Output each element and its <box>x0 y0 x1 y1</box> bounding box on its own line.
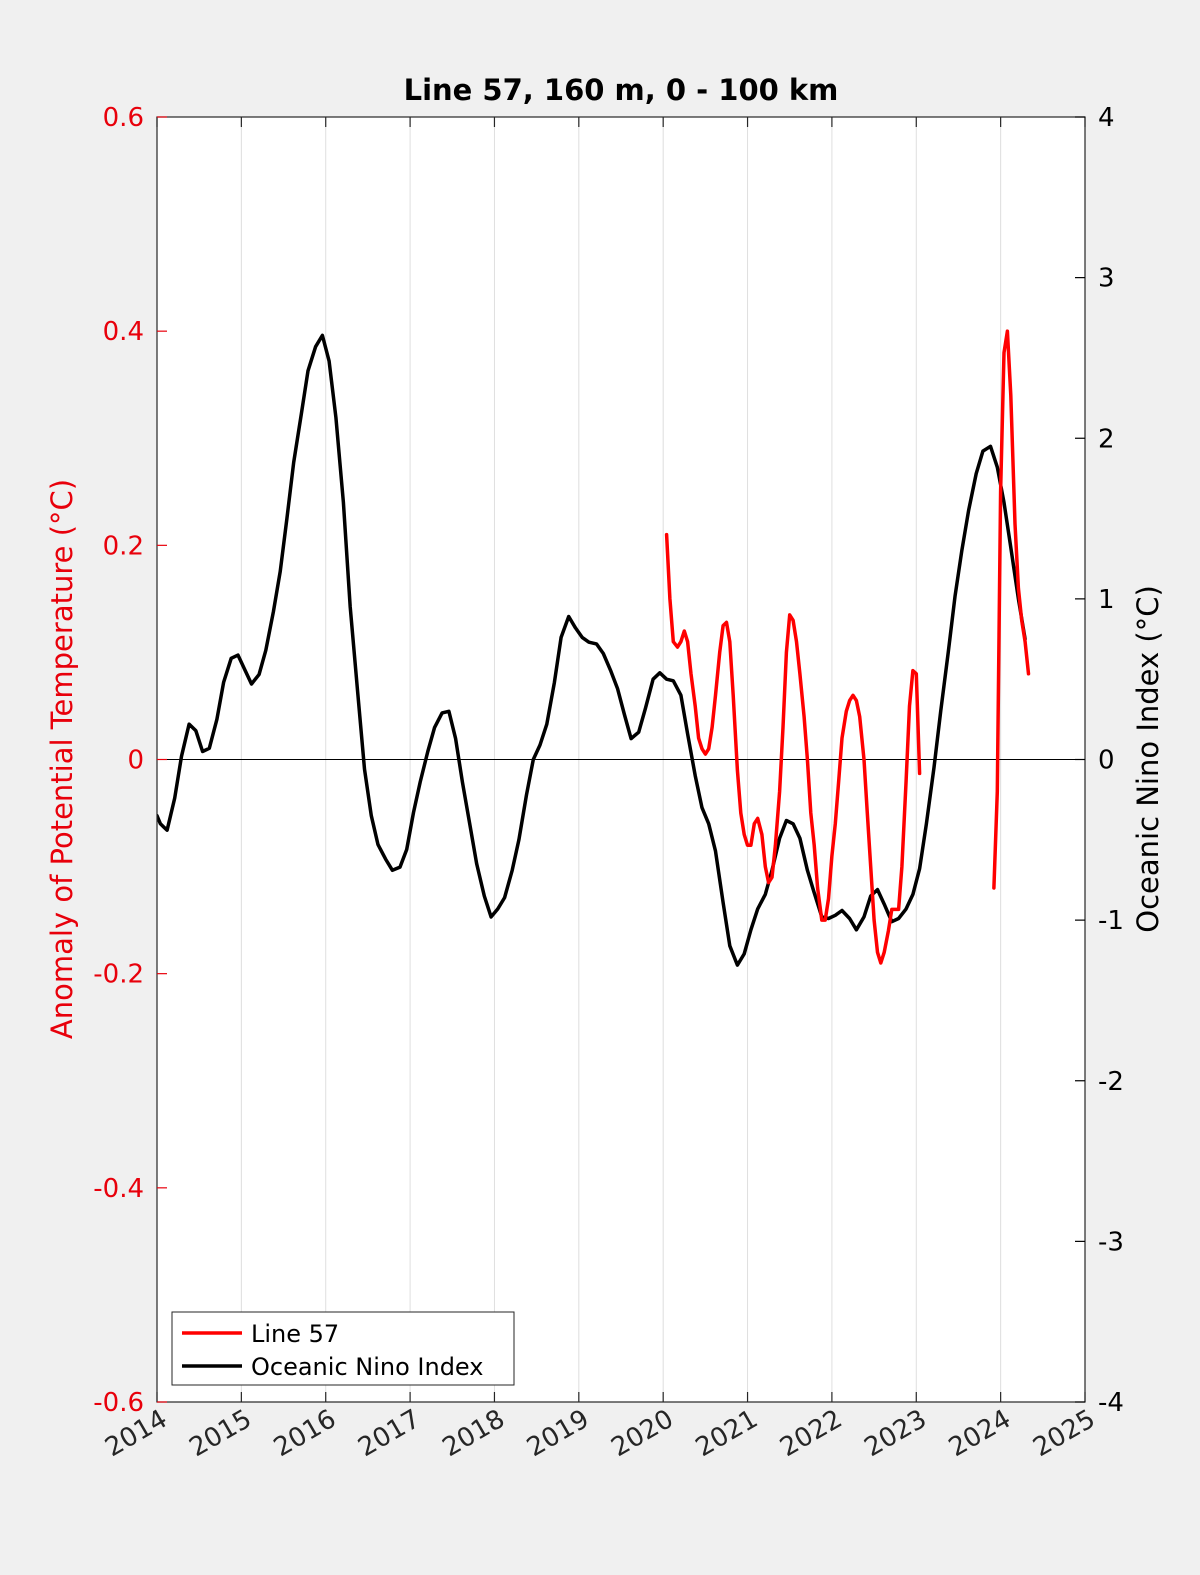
right-axis-label: Oceanic Nino Index (°C) <box>1131 585 1165 933</box>
legend-label-line-57: Line 57 <box>251 1320 339 1348</box>
y-left-tick-label: -0.2 <box>93 960 144 990</box>
y-right-tick-label: 3 <box>1098 264 1115 294</box>
y-right-tick-label: 2 <box>1098 424 1115 454</box>
series-line-57 <box>992 329 1031 890</box>
y-left-tick-label: 0.2 <box>103 531 144 561</box>
series-line-57 <box>664 532 922 965</box>
left-axis-label: Anomaly of Potential Temperature (°C) <box>45 479 79 1039</box>
y-right-tick-label: 1 <box>1098 585 1115 615</box>
y-left-tick-label: 0 <box>127 746 144 776</box>
y-right-tick-label: -2 <box>1098 1067 1124 1097</box>
series-layer <box>157 329 1031 967</box>
legend-label-oni: Oceanic Nino Index <box>251 1353 483 1381</box>
series-oceanic-nino-index <box>157 333 1027 967</box>
y-left-tick-label: 0.4 <box>103 317 144 347</box>
y-right-tick-label: -4 <box>1098 1388 1124 1418</box>
y-left-tick-label: -0.4 <box>93 1174 144 1204</box>
legend-box <box>171 1311 515 1386</box>
y-right-tick-label: 4 <box>1098 103 1115 133</box>
y-right-tick-label: -3 <box>1098 1227 1124 1257</box>
y-left-tick-label: -0.6 <box>93 1388 144 1418</box>
chart-title: Line 57, 160 m, 0 - 100 km <box>404 73 839 107</box>
y-right-tick-label: 0 <box>1098 746 1115 776</box>
legend: Line 57 Oceanic Nino Index <box>171 1311 515 1386</box>
y-right-tick-label: -1 <box>1098 906 1124 936</box>
y-left-tick-label: 0.6 <box>103 103 144 133</box>
